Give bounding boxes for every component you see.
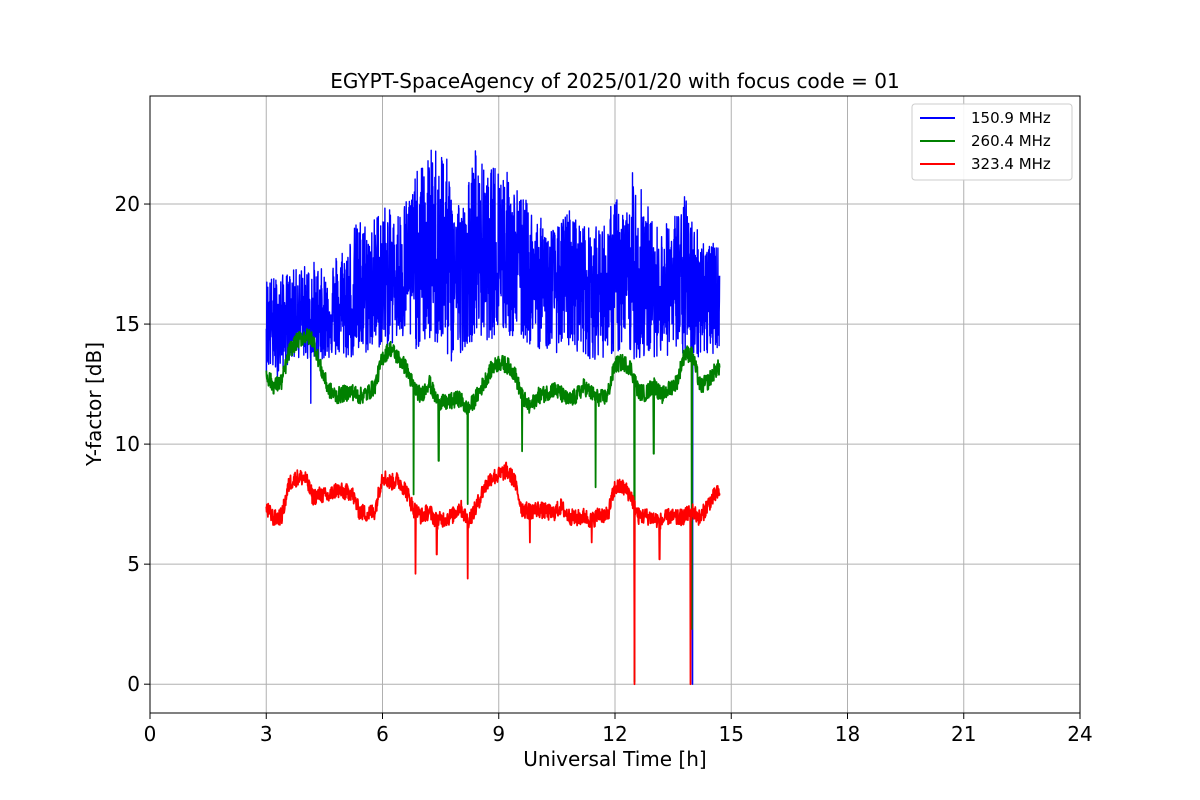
x-tick-label: 6 — [376, 722, 389, 746]
chart-title: EGYPT-SpaceAgency of 2025/01/20 with foc… — [330, 69, 899, 93]
y-tick-label: 10 — [115, 432, 140, 456]
y-tick-label: 20 — [115, 192, 140, 216]
x-tick-label: 24 — [1067, 722, 1092, 746]
x-tick-label: 3 — [260, 722, 273, 746]
x-axis-label: Universal Time [h] — [523, 747, 706, 771]
legend-frame — [911, 103, 1073, 181]
y-tick-label: 5 — [127, 552, 140, 576]
x-tick-label: 21 — [951, 722, 976, 746]
y-tick-label: 0 — [127, 672, 140, 696]
y-axis-label: Y-factor [dB] — [82, 342, 106, 467]
x-tick-label: 15 — [719, 722, 744, 746]
series-layer — [265, 149, 721, 686]
series-line-260-4-mhz — [265, 328, 721, 683]
legend-label-150-9: 150.9 MHz — [971, 109, 1051, 127]
x-tick-label: 12 — [602, 722, 627, 746]
x-tick-label: 0 — [144, 722, 157, 746]
series-line-150-9-mhz — [265, 149, 721, 685]
x-tick-label: 9 — [492, 722, 505, 746]
ticks: 0 3 6 9 12 15 18 21 24 0 5 10 15 20 — [115, 192, 1093, 746]
grid — [149, 96, 1081, 713]
y-tick-label: 15 — [115, 312, 140, 336]
legend-label-260-4: 260.4 MHz — [971, 132, 1051, 150]
legend: 150.9 MHz 260.4 MHz 323.4 MHz — [911, 103, 1073, 181]
series-line-323-4-mhz — [265, 461, 721, 686]
legend-label-323-4: 323.4 MHz — [971, 155, 1051, 173]
x-tick-label: 18 — [835, 722, 860, 746]
